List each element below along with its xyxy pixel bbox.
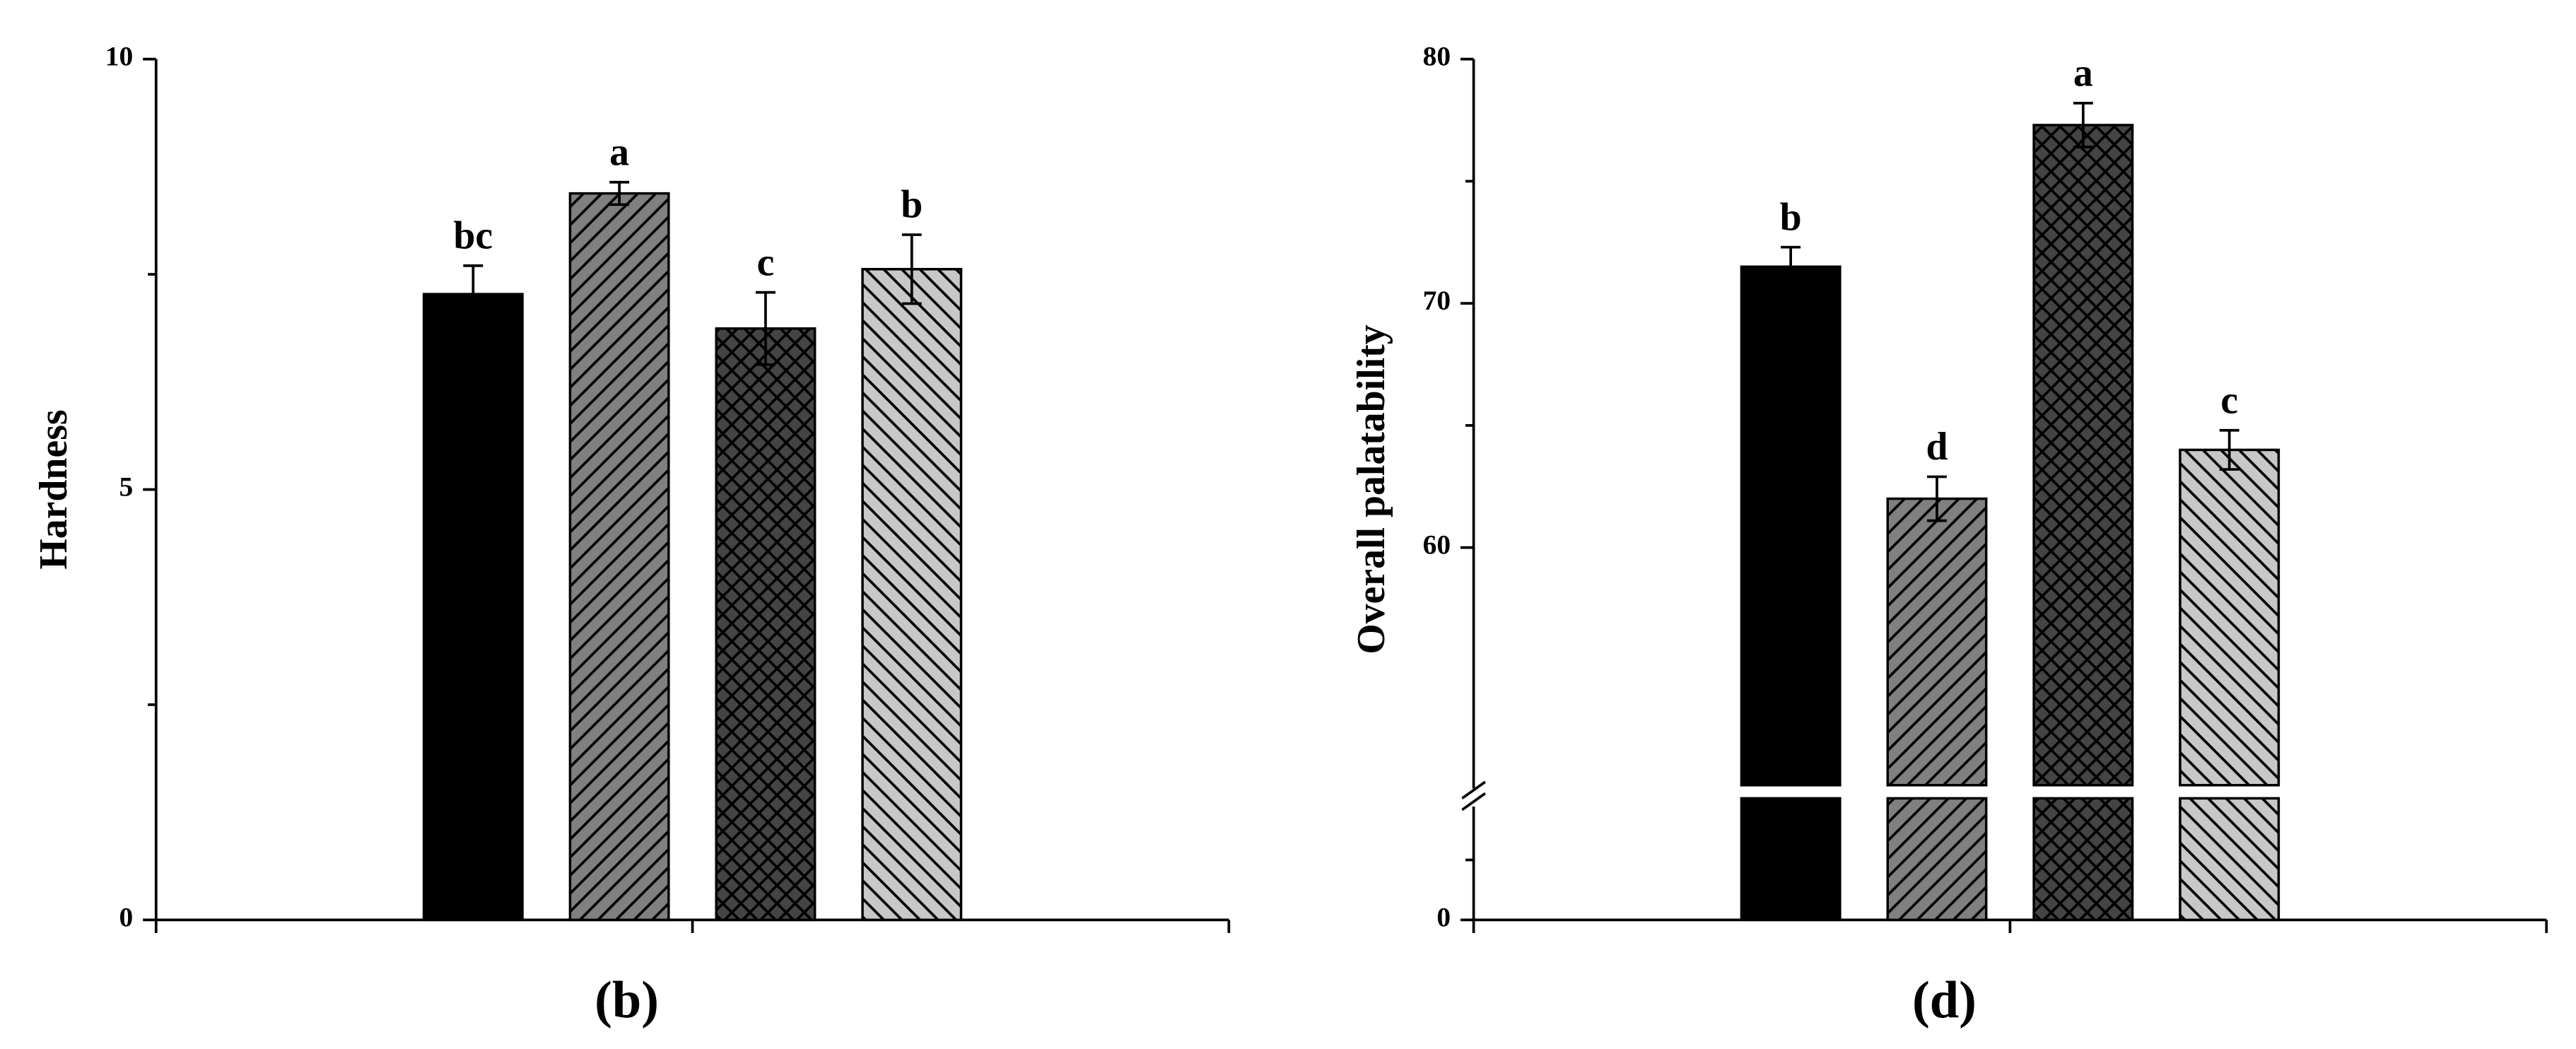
bar: [422, 293, 524, 922]
y-tick-label: 0: [119, 901, 133, 932]
y-tick-label: 80: [1423, 41, 1451, 72]
bar: [861, 268, 963, 922]
bar-lower: [1886, 797, 1988, 922]
bar: [1886, 497, 1988, 787]
significance-letter: a: [609, 130, 629, 174]
y-tick-label: 60: [1423, 529, 1451, 561]
subtitle: (d): [1912, 971, 1977, 1029]
y-tick-label: 10: [105, 41, 134, 72]
significance-letter: a: [2073, 51, 2093, 95]
bar: [2179, 448, 2281, 787]
significance-letter: c: [757, 240, 775, 284]
y-tick-label: 0: [1436, 901, 1451, 932]
bar-lower: [2032, 797, 2134, 922]
significance-letter: b: [1780, 195, 1802, 239]
axis-break: [1461, 792, 1486, 811]
significance-letter: bc: [453, 214, 493, 258]
bar: [715, 327, 816, 922]
significance-letter: c: [2220, 378, 2238, 422]
bar: [2032, 124, 2134, 787]
significance-letter: b: [901, 183, 923, 227]
significance-letter: d: [1926, 425, 1948, 469]
y-tick-label: 5: [119, 471, 133, 503]
bar-lower: [2179, 797, 2281, 922]
subtitle: (b): [595, 971, 659, 1029]
bar-lower: [1740, 797, 1842, 922]
axis-break: [1461, 780, 1486, 799]
y-tick-label: 70: [1423, 285, 1451, 316]
y-axis-title: Overall palatability: [1350, 324, 1393, 654]
bar: [1740, 265, 1842, 787]
y-axis-title: Hardness: [32, 409, 76, 569]
bar: [568, 192, 670, 922]
